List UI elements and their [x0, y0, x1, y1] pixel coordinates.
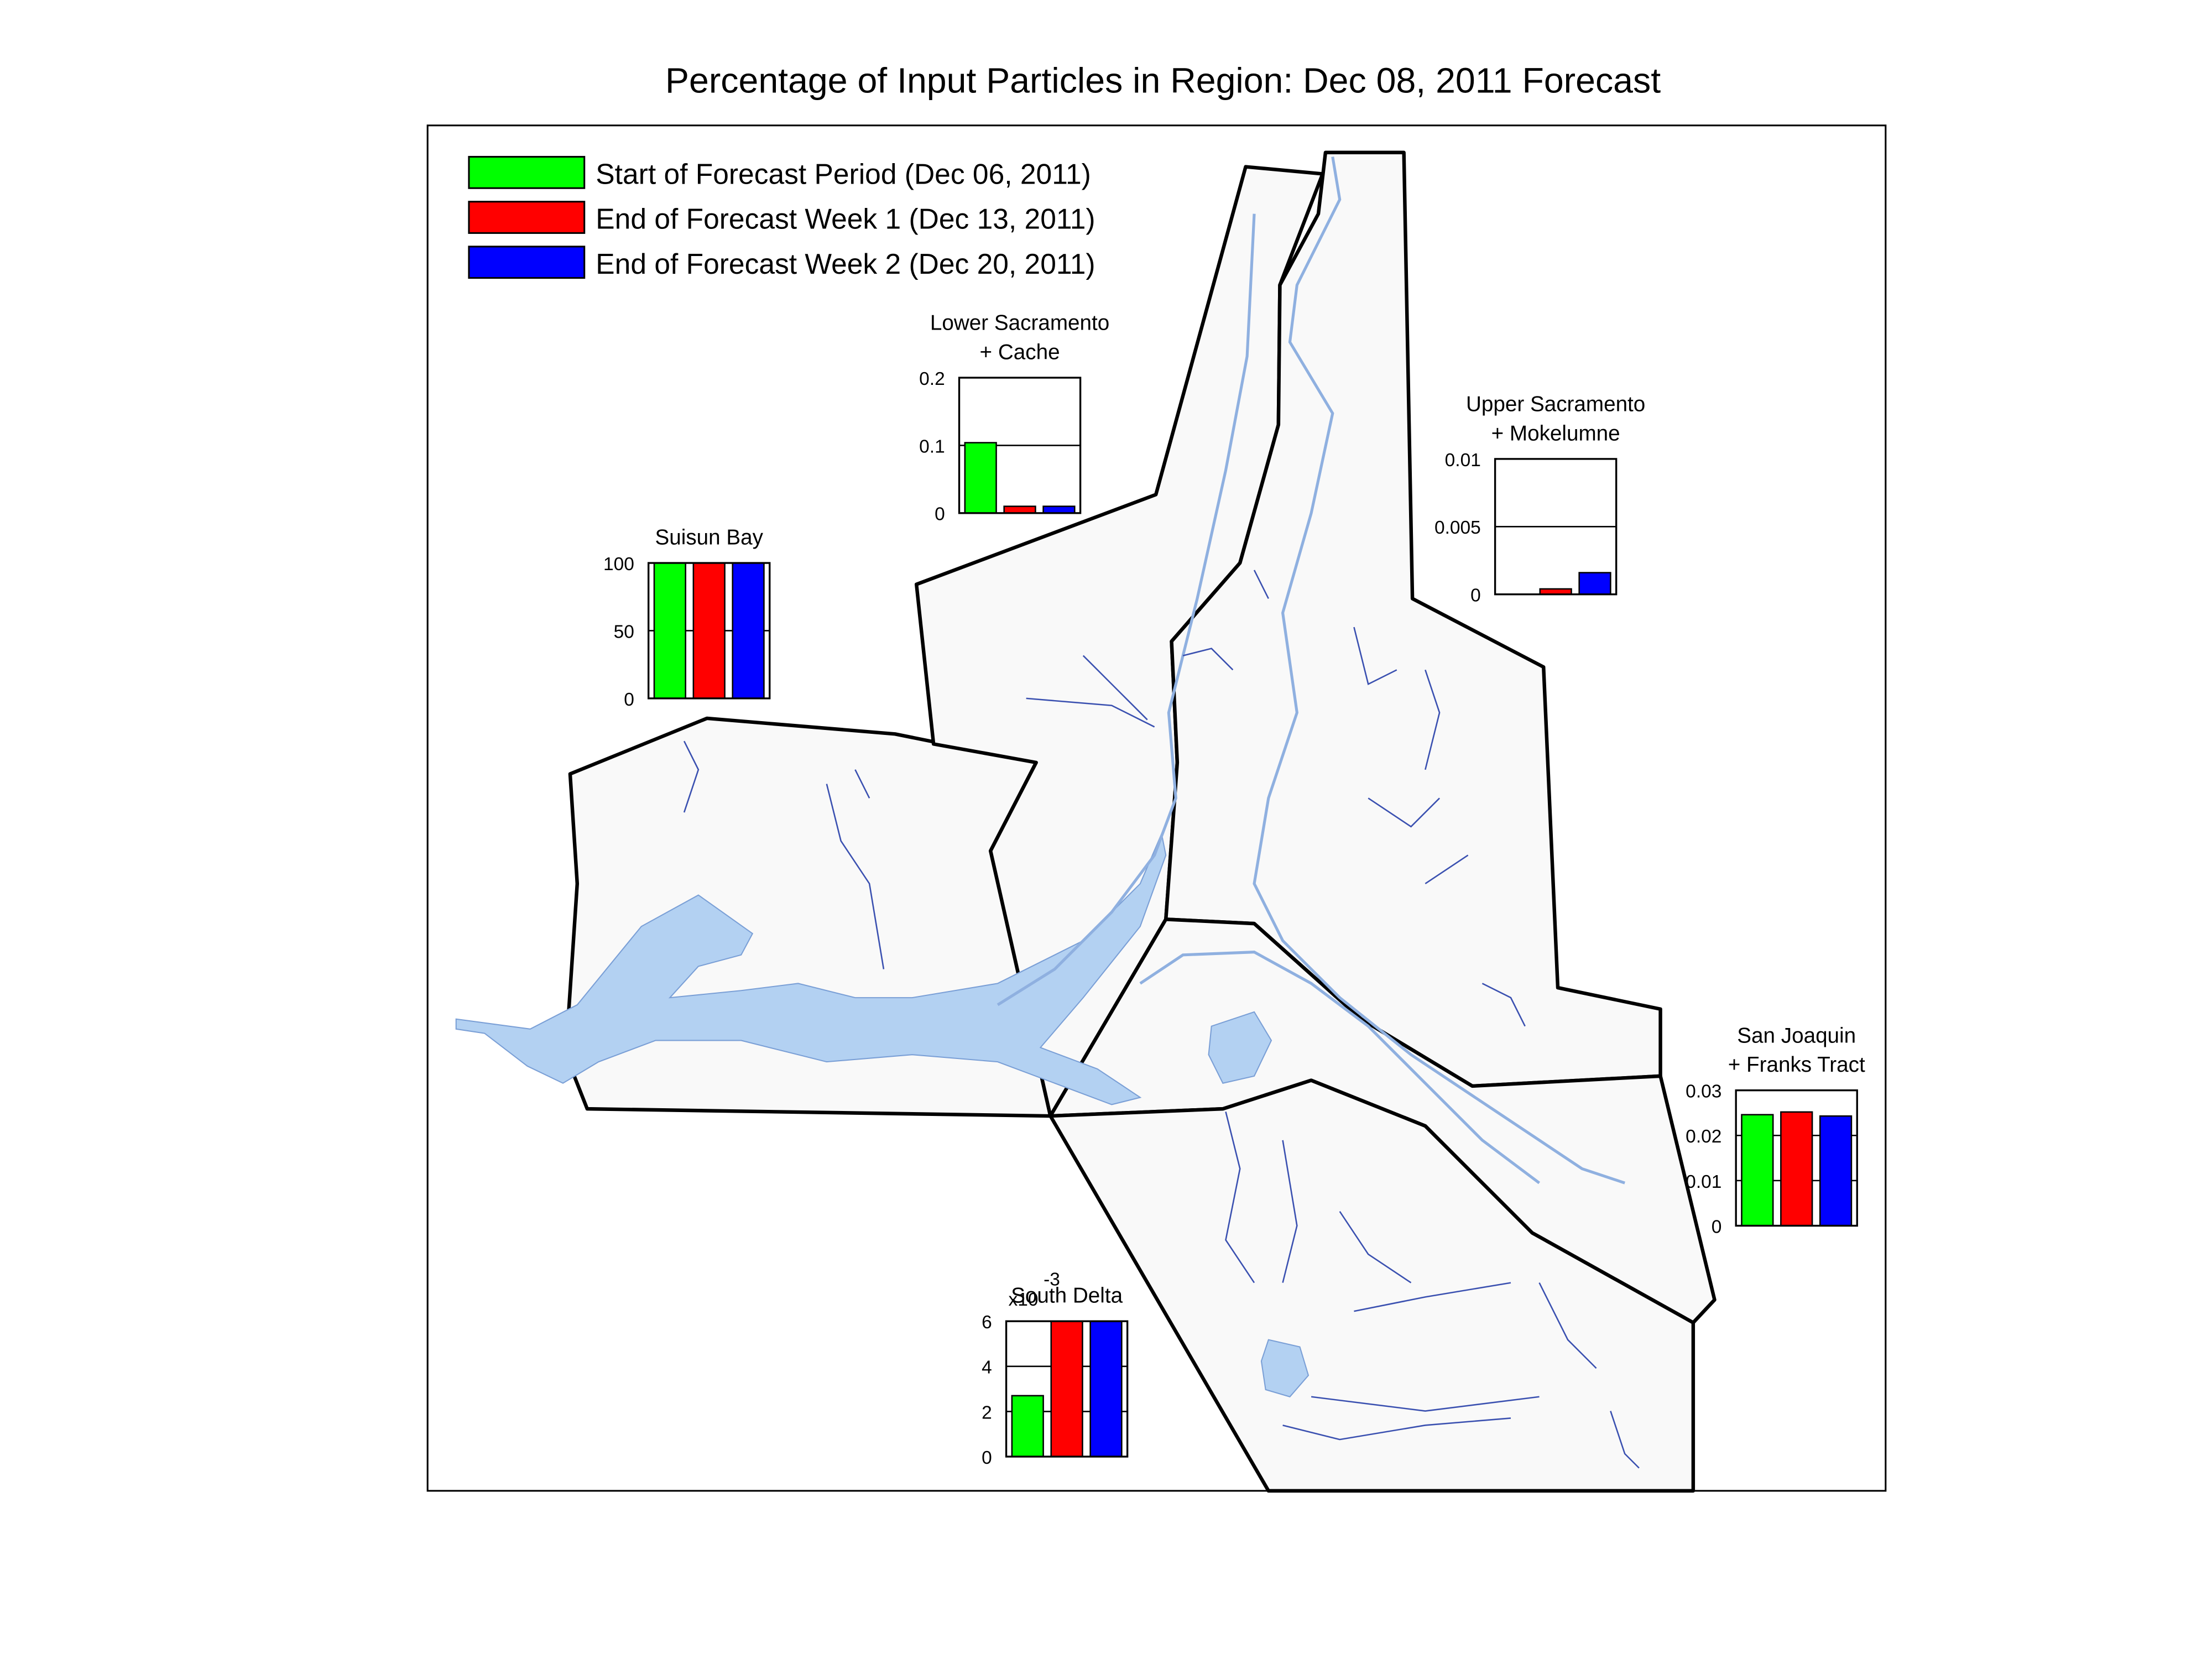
- y-tick-label: 0.02: [1686, 1126, 1721, 1147]
- y-tick-label: 0: [982, 1448, 992, 1468]
- legend-label: End of Forecast Week 2 (Dec 20, 2011): [596, 248, 1095, 280]
- chart-title: Suisun Bay: [655, 526, 763, 550]
- bar: [692, 562, 726, 700]
- legend-label: Start of Forecast Period (Dec 06, 2011): [596, 158, 1091, 190]
- chart-title: + Cache: [980, 340, 1060, 364]
- plot-frame: [1494, 458, 1618, 596]
- bar: [964, 442, 997, 514]
- sacramento-river: [997, 213, 1256, 1006]
- bar: [1050, 1320, 1083, 1458]
- clifton-court-water: [1260, 1339, 1310, 1397]
- chart-title: South Delta: [1011, 1284, 1123, 1308]
- plot-frame: [958, 377, 1082, 514]
- y-tick-label: 50: [614, 622, 634, 642]
- creeks: [683, 570, 1640, 1469]
- figure-title: Percentage of Input Particles in Region:…: [665, 61, 1661, 101]
- bar: [1003, 505, 1036, 514]
- bar: [1780, 1111, 1813, 1227]
- y-tick-label: 0.01: [1686, 1172, 1721, 1192]
- y-tick-label: 0.03: [1686, 1082, 1721, 1102]
- bar: [1819, 1115, 1853, 1227]
- plot-frame: [1005, 1320, 1129, 1458]
- bar: [1741, 1114, 1774, 1227]
- bar: [1042, 505, 1076, 514]
- plot-frame: [1735, 1089, 1858, 1227]
- bar: [653, 562, 686, 700]
- y-tick-label: 4: [982, 1358, 992, 1378]
- bar: [1578, 572, 1611, 596]
- legend-swatch: [468, 246, 586, 279]
- y-tick-label: 100: [603, 554, 634, 575]
- mokelumne-river: [1253, 156, 1625, 1185]
- y-tick-label: 0: [1712, 1217, 1722, 1237]
- y-tick-label: 0.2: [919, 369, 945, 389]
- y-tick-label: 2: [982, 1402, 992, 1423]
- y-tick-label: 0.005: [1434, 518, 1481, 538]
- chart-title: San Joaquin: [1737, 1024, 1856, 1047]
- inset-charts: 0 0.1 0.2 Lower Sacramento + Cache 0 50 100 Suis…: [603, 311, 1865, 1468]
- franks-tract-water: [1208, 1011, 1272, 1084]
- map: [455, 150, 1717, 1493]
- legend: Start of Forecast Period (Dec 06, 2011) E…: [468, 155, 1095, 280]
- y-tick-label: 0.01: [1445, 450, 1481, 471]
- legend-swatch: [468, 201, 586, 234]
- y-tick-label: 0: [624, 690, 634, 710]
- bar: [1089, 1320, 1123, 1458]
- legend-swatch: [468, 155, 586, 189]
- suisun-bay-water: [455, 832, 1167, 1105]
- chart-title: Lower Sacramento: [930, 311, 1109, 335]
- san-joaquin-river: [1139, 951, 1541, 1185]
- y-tick-label: 0.1: [919, 436, 945, 457]
- y-tick-label: 0: [935, 504, 945, 525]
- chart-title: + Franks Tract: [1728, 1053, 1865, 1077]
- y-multiplier-exponent: -3: [1044, 1270, 1060, 1290]
- chart-title: Upper Sacramento: [1466, 393, 1645, 416]
- y-multiplier-base: x10: [1009, 1290, 1039, 1310]
- legend-label: End of Forecast Week 1 (Dec 13, 2011): [596, 203, 1095, 235]
- chart-title: + Mokelumne: [1491, 421, 1620, 445]
- bar: [732, 562, 765, 700]
- y-tick-label: 6: [982, 1312, 992, 1333]
- plot-frame: [648, 562, 771, 700]
- bar: [1011, 1395, 1044, 1458]
- region-south-delta: [1048, 1078, 1695, 1493]
- y-tick-label: 0: [1470, 586, 1481, 606]
